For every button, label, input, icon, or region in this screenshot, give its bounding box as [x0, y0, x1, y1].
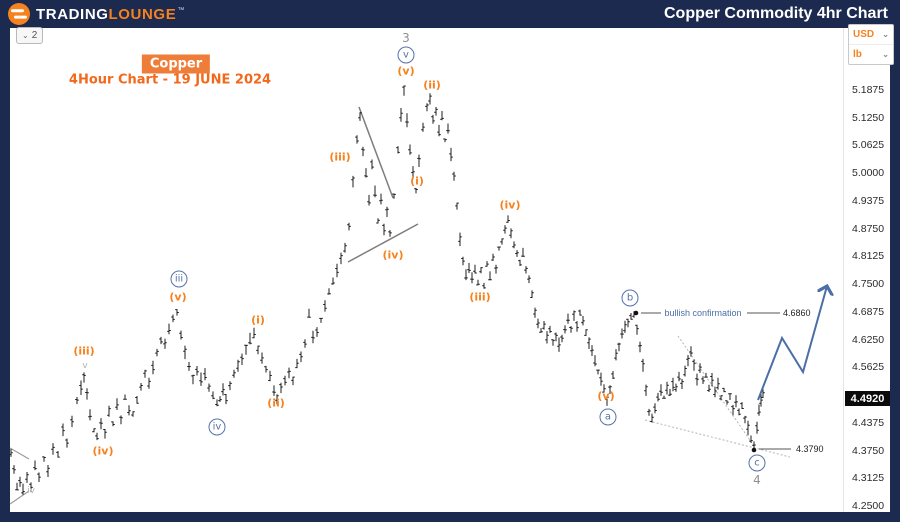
wave-label-v: (v) — [169, 290, 187, 304]
brand-logo: TRADING LOUNGE ™ — [8, 3, 184, 25]
wave-label-v: (v) — [397, 64, 415, 78]
wave-label-3: 3 — [402, 31, 410, 45]
brand-trademark: ™ — [177, 7, 185, 14]
wave-label-iii: (iii) — [73, 344, 95, 358]
wave-label-a: a — [599, 408, 617, 426]
chevron-down-icon: ⌄ — [882, 50, 889, 59]
y-axis-tick: 4.6875 — [852, 305, 885, 318]
wave-label-iii: (iii) — [469, 290, 491, 304]
unit-value: lb — [853, 49, 862, 60]
y-axis-tick: 5.1875 — [852, 83, 885, 96]
wave-label-iv: (iv) — [382, 248, 404, 262]
wave-label-v: v — [82, 361, 88, 371]
y-axis-tick: 5.0000 — [852, 167, 885, 179]
y-axis-tick: 4.6250 — [852, 333, 885, 346]
bullish-confirmation-price: 4.6860 — [783, 308, 811, 318]
wave-label-iv: iv — [208, 418, 226, 436]
current-price-tag: 4.4920 — [845, 391, 890, 406]
y-axis-tick: 5.0625 — [852, 139, 885, 152]
wave-label-iii: (iii) — [329, 150, 351, 164]
y-axis-tick: 4.9375 — [852, 194, 885, 207]
wave-label-iv: (iv) — [499, 198, 521, 212]
wave-label-i: (i) — [410, 174, 424, 188]
wave-label-i: (i) — [251, 313, 265, 327]
wave-label-4: 4 — [753, 473, 761, 487]
axis-separator — [843, 28, 844, 512]
currency-select[interactable]: USD ⌄ — [849, 25, 893, 44]
bullish-projection-arrow — [757, 286, 827, 401]
wave-label-c: c — [748, 454, 766, 472]
wave-label-ii: (ii) — [423, 78, 441, 92]
trendline — [9, 447, 30, 460]
instrument-badge: Copper — [141, 54, 211, 74]
y-axis-tick: 4.7500 — [852, 278, 885, 290]
y-axis-tick: 4.5625 — [852, 361, 885, 374]
level-dot — [633, 310, 639, 316]
wave-label-iii: iii — [170, 270, 188, 288]
brand-lounge-text: LOUNGE — [108, 5, 177, 23]
y-axis-tick: 4.2500 — [852, 500, 885, 512]
wave-label-b: b — [621, 289, 639, 307]
wave-label-iv: iv — [27, 486, 35, 496]
wave-label-ii: (ii) — [267, 396, 285, 410]
y-axis-tick: 4.4375 — [852, 416, 885, 429]
header: TRADING LOUNGE ™ Copper Commodity 4hr Ch… — [0, 0, 900, 28]
y-axis-tick: 4.3750 — [852, 444, 885, 457]
y-axis-tick: 4.3125 — [852, 472, 885, 485]
wave-label-v: (v) — [597, 389, 615, 403]
y-axis-tick: 4.8750 — [852, 222, 885, 235]
trendline — [644, 419, 791, 458]
page-title: Copper Commodity 4hr Chart — [663, 5, 888, 22]
tradinglounge-logo-icon — [8, 3, 30, 25]
trendline — [9, 490, 30, 505]
bullish-confirmation-label: bullish confirmation — [664, 308, 742, 318]
wave-label-v: v — [397, 46, 415, 64]
wave4-low-price: 4.3790 — [796, 444, 824, 454]
chart-canvas — [10, 28, 890, 512]
wave-label-iv: (iv) — [92, 444, 114, 458]
y-axis-tick: 5.1250 — [852, 111, 885, 124]
version-number: 2 — [31, 30, 38, 41]
y-axis-tick: 4.8125 — [852, 250, 885, 263]
brand-trading-text: TRADING — [36, 5, 109, 23]
trendline — [358, 106, 394, 199]
version-dropdown[interactable]: ⌄ 2 — [16, 27, 44, 44]
chevron-down-icon: ⌄ — [882, 30, 889, 39]
price-bars — [9, 85, 765, 495]
unit-selectors: USD ⌄ lb ⌄ — [848, 24, 894, 65]
currency-value: USD — [853, 29, 875, 40]
chart-subtitle: 4Hour Chart - 19 JUNE 2024 — [68, 72, 272, 88]
unit-select[interactable]: lb ⌄ — [849, 44, 893, 64]
chevron-down-icon: ⌄ — [22, 31, 29, 40]
trendline — [347, 223, 419, 263]
level-dot — [751, 447, 757, 453]
